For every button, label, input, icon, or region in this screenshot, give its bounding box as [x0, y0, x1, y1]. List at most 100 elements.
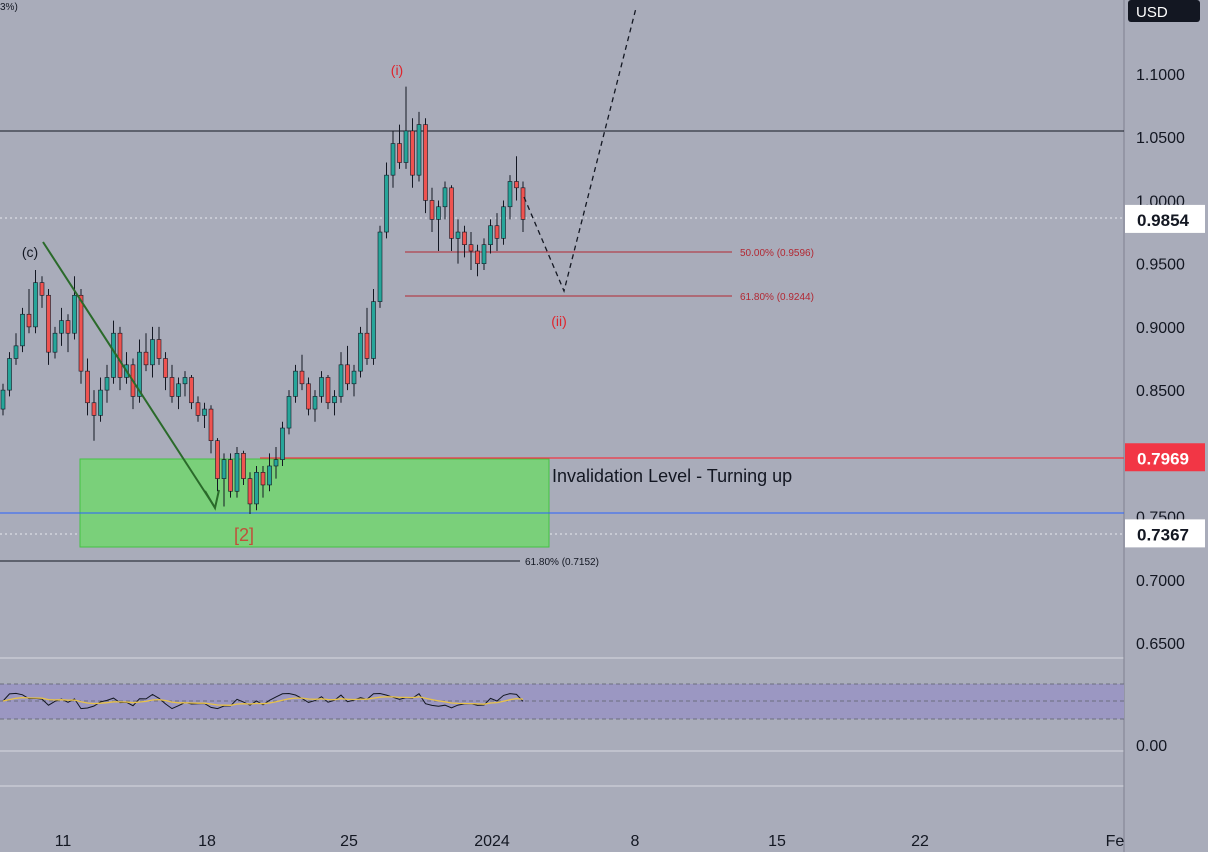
candle[interactable] [280, 421, 285, 466]
time-axis[interactable]: 11 18 25 2024 8 15 22 Fe [55, 833, 1125, 850]
candle[interactable] [215, 438, 220, 492]
candle[interactable] [260, 465, 266, 498]
candle[interactable] [104, 364, 110, 403]
candle[interactable] [416, 111, 422, 182]
candle[interactable] [429, 187, 435, 233]
candle[interactable] [98, 377, 103, 422]
candle[interactable] [182, 371, 188, 397]
candle[interactable] [52, 326, 58, 359]
candle[interactable] [169, 364, 175, 403]
candle[interactable] [72, 276, 77, 340]
candle[interactable] [7, 352, 12, 397]
candle[interactable] [26, 288, 32, 334]
candle[interactable] [455, 219, 461, 264]
candle[interactable] [384, 162, 389, 239]
candle[interactable] [306, 377, 311, 416]
candle[interactable] [65, 314, 71, 353]
candle[interactable] [377, 225, 383, 308]
candle[interactable] [520, 181, 526, 233]
price-scale[interactable]: USD 1.10001.05001.00000.95000.90000.8500… [1128, 0, 1200, 653]
candle[interactable] [403, 86, 409, 169]
time-axis-label: Fe [1106, 833, 1125, 850]
support-zone[interactable] [79, 458, 550, 548]
time-axis-label: 11 [55, 833, 72, 850]
price-badge: 0.7367 [1125, 519, 1205, 548]
candle[interactable] [156, 326, 162, 365]
candle[interactable] [351, 364, 357, 397]
candle[interactable] [221, 453, 227, 507]
candle[interactable] [176, 377, 181, 410]
price-tick-label: 1.0500 [1136, 130, 1185, 147]
candle[interactable] [273, 447, 279, 479]
candle[interactable] [514, 156, 519, 201]
candle[interactable] [358, 326, 363, 378]
candle[interactable] [397, 124, 402, 169]
candle[interactable] [293, 364, 298, 403]
candle[interactable] [488, 219, 493, 254]
candle[interactable] [117, 326, 123, 391]
candle[interactable] [299, 354, 305, 391]
candle[interactable] [208, 405, 214, 454]
candle[interactable] [228, 453, 233, 498]
price-badge: 0.7969 [1125, 443, 1205, 472]
fib-618-lower-label: 61.80% (0.7152) [525, 557, 599, 568]
candle[interactable] [390, 130, 396, 188]
candle[interactable] [410, 118, 415, 188]
fib-50-label: 50.00% (0.9596) [740, 248, 814, 259]
candle[interactable] [442, 181, 448, 220]
candle[interactable] [481, 238, 487, 270]
candle[interactable] [319, 371, 324, 403]
candle[interactable] [20, 307, 25, 353]
candle[interactable] [325, 374, 331, 410]
candle[interactable] [150, 326, 155, 378]
candle[interactable] [189, 374, 194, 410]
candle[interactable] [423, 118, 428, 214]
candle[interactable] [91, 390, 97, 441]
candle[interactable] [254, 465, 259, 511]
candle[interactable] [468, 232, 474, 270]
candle[interactable] [332, 390, 337, 416]
candle[interactable] [475, 244, 480, 277]
candle[interactable] [46, 288, 51, 365]
candle[interactable] [494, 213, 500, 252]
candle[interactable] [436, 200, 441, 252]
price-badge-label: 0.7367 [1137, 525, 1189, 544]
candle[interactable] [163, 352, 168, 391]
candle[interactable] [449, 185, 454, 252]
candle[interactable] [13, 333, 19, 365]
currency-badge[interactable] [1128, 0, 1200, 22]
candle[interactable] [234, 447, 240, 498]
candle[interactable] [364, 307, 370, 365]
candle[interactable] [345, 345, 350, 391]
candle[interactable] [462, 225, 467, 258]
candle[interactable] [371, 288, 376, 365]
candle[interactable] [241, 450, 246, 485]
candle[interactable] [33, 269, 38, 334]
candle[interactable] [202, 402, 207, 429]
oscillator-pane[interactable] [0, 683, 1124, 720]
candle[interactable] [501, 200, 506, 245]
price-tick-label: 0.6500 [1136, 636, 1185, 653]
candle[interactable] [267, 453, 272, 492]
price-badges: 0.9854 0.7969 0.7367 [1125, 204, 1205, 548]
candle[interactable] [195, 396, 201, 422]
candle[interactable] [143, 333, 149, 372]
wave-arrow[interactable] [42, 241, 220, 511]
candle[interactable] [247, 472, 253, 515]
candle[interactable] [59, 307, 64, 346]
wave-label-2: [2] [234, 525, 254, 545]
invalidation-label: Invalidation Level - Turning up [552, 466, 792, 486]
price-badge-label: 0.7969 [1137, 449, 1189, 468]
corner-label: 3%) [0, 2, 18, 13]
candlestick-series[interactable] [0, 86, 526, 515]
candle[interactable] [0, 383, 6, 416]
candle[interactable] [39, 276, 45, 308]
candle[interactable] [78, 288, 84, 384]
candle[interactable] [507, 175, 513, 220]
candle[interactable] [312, 390, 318, 422]
candle[interactable] [286, 390, 292, 435]
candle[interactable] [338, 352, 344, 403]
candle[interactable] [85, 358, 90, 416]
projection-path[interactable] [523, 7, 637, 294]
